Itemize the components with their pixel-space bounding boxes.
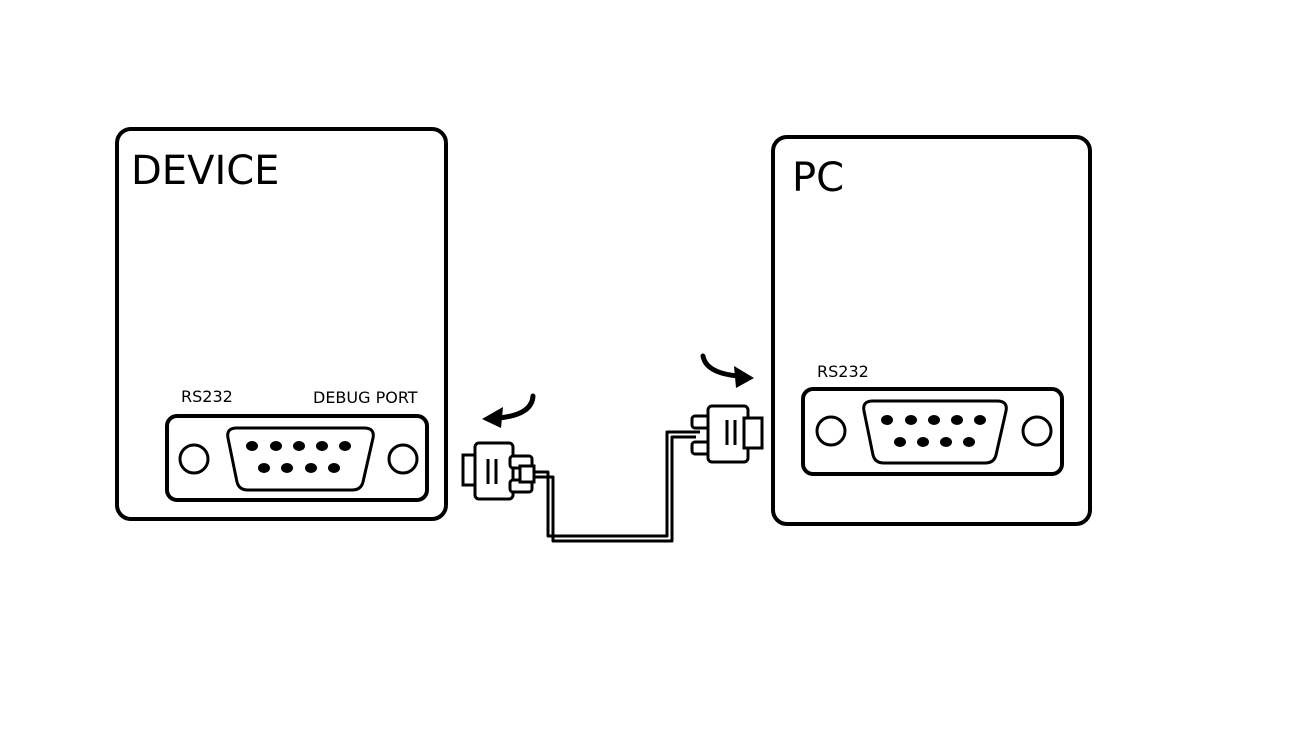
- device-port-plate: [165, 414, 429, 502]
- pc-pin: [881, 415, 893, 425]
- device-debug-port-label: DEBUG PORT: [313, 388, 418, 407]
- pc-pin: [917, 437, 929, 447]
- pc-arrow-head: [734, 366, 754, 388]
- device-pin: [281, 463, 293, 473]
- device-arrow-curve: [495, 393, 536, 421]
- device-db9-port: [165, 414, 429, 502]
- device-outline: [115, 127, 448, 521]
- pc-connector-flange: [742, 416, 764, 450]
- pc-db9-port: [801, 387, 1064, 476]
- pc-pin: [940, 437, 952, 447]
- pc-plug-arrow: [700, 353, 754, 388]
- device-port-shell: [226, 426, 375, 492]
- device-port-pins: [246, 441, 351, 473]
- pc-pin: [963, 437, 975, 447]
- pc-pin: [905, 415, 917, 425]
- pc-cable-connector: [690, 404, 764, 464]
- pc-box: PC RS232: [771, 135, 1092, 526]
- device-pin: [258, 463, 270, 473]
- pc-title: PC: [792, 155, 844, 201]
- device-pin: [339, 441, 351, 451]
- pc-arrow-curve: [700, 353, 741, 379]
- pc-port-screw-right: [1021, 415, 1053, 447]
- device-connector-body: [473, 441, 515, 501]
- serial-cable: [526, 430, 700, 543]
- pc-port-plate: [801, 387, 1064, 476]
- device-pin: [328, 463, 340, 473]
- device-connector-strain-relief: [518, 464, 536, 484]
- pc-port-screw-left: [815, 415, 847, 447]
- cable-line-inner: [526, 435, 696, 543]
- device-port-screw-right: [387, 443, 419, 475]
- device-box: DEVICE RS232 DEBUG PORT: [115, 127, 448, 521]
- device-rs232-label: RS232: [181, 387, 233, 406]
- device-title: DEVICE: [131, 148, 279, 194]
- device-pin: [305, 463, 317, 473]
- pc-pin: [894, 437, 906, 447]
- pc-outline: [771, 135, 1092, 526]
- pc-port-shell: [862, 399, 1008, 465]
- device-plug-arrow: [482, 393, 536, 428]
- device-arrow-head: [482, 407, 503, 428]
- pc-pin: [951, 415, 963, 425]
- pc-port-pins: [881, 415, 986, 447]
- device-cable-connector: [461, 441, 536, 501]
- device-port-screw-left: [178, 443, 210, 475]
- device-pin: [316, 441, 328, 451]
- device-pin: [246, 441, 258, 451]
- device-pin: [293, 441, 305, 451]
- pc-pin: [974, 415, 986, 425]
- pc-pin: [928, 415, 940, 425]
- cable-line-outer: [530, 430, 700, 538]
- pc-rs232-label: RS232: [817, 362, 869, 381]
- device-pin: [270, 441, 282, 451]
